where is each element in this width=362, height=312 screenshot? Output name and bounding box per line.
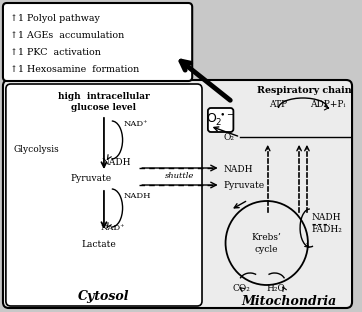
Text: ADP+Pᵢ: ADP+Pᵢ — [310, 100, 345, 109]
FancyBboxPatch shape — [3, 3, 192, 81]
Text: ↑1 PKC  activation: ↑1 PKC activation — [10, 48, 101, 57]
Text: Respiratory chain: Respiratory chain — [257, 86, 351, 95]
Text: Cytosol: Cytosol — [78, 290, 130, 303]
Text: ↑1 Polyol pathway: ↑1 Polyol pathway — [10, 14, 100, 23]
Text: ↑1 AGEs  accumulation: ↑1 AGEs accumulation — [10, 31, 124, 40]
FancyBboxPatch shape — [3, 80, 352, 308]
Text: Pyruvate: Pyruvate — [71, 174, 112, 183]
Text: ↑1 Hexosamine  formation: ↑1 Hexosamine formation — [10, 65, 139, 74]
FancyBboxPatch shape — [208, 108, 233, 132]
Text: NADH: NADH — [123, 192, 151, 200]
Text: Pyruvate: Pyruvate — [224, 181, 265, 190]
Text: $\mathrm{O_2^{\,\bullet\!-}}$: $\mathrm{O_2^{\,\bullet\!-}}$ — [206, 112, 235, 128]
Text: H₂O: H₂O — [267, 284, 286, 293]
Text: NAD⁺: NAD⁺ — [101, 224, 126, 232]
Text: cycle: cycle — [255, 246, 278, 255]
Text: NADH: NADH — [101, 158, 131, 167]
Text: shuttle: shuttle — [165, 172, 194, 180]
Text: O₂: O₂ — [224, 133, 235, 142]
FancyBboxPatch shape — [6, 84, 202, 306]
Text: Glycolysis: Glycolysis — [14, 145, 59, 154]
Text: FADH₂: FADH₂ — [312, 225, 343, 234]
Text: ATP: ATP — [269, 100, 287, 109]
Text: NADH: NADH — [312, 213, 341, 222]
Text: glucose level: glucose level — [71, 103, 136, 112]
Text: Krebs’: Krebs’ — [252, 233, 282, 242]
Text: high  intracellular: high intracellular — [58, 92, 150, 101]
Text: NAD⁺: NAD⁺ — [123, 120, 148, 128]
Text: Mitochondria: Mitochondria — [242, 295, 337, 308]
Text: NADH: NADH — [224, 165, 253, 174]
Text: Lactate: Lactate — [81, 240, 116, 249]
Text: CO₂: CO₂ — [232, 284, 250, 293]
